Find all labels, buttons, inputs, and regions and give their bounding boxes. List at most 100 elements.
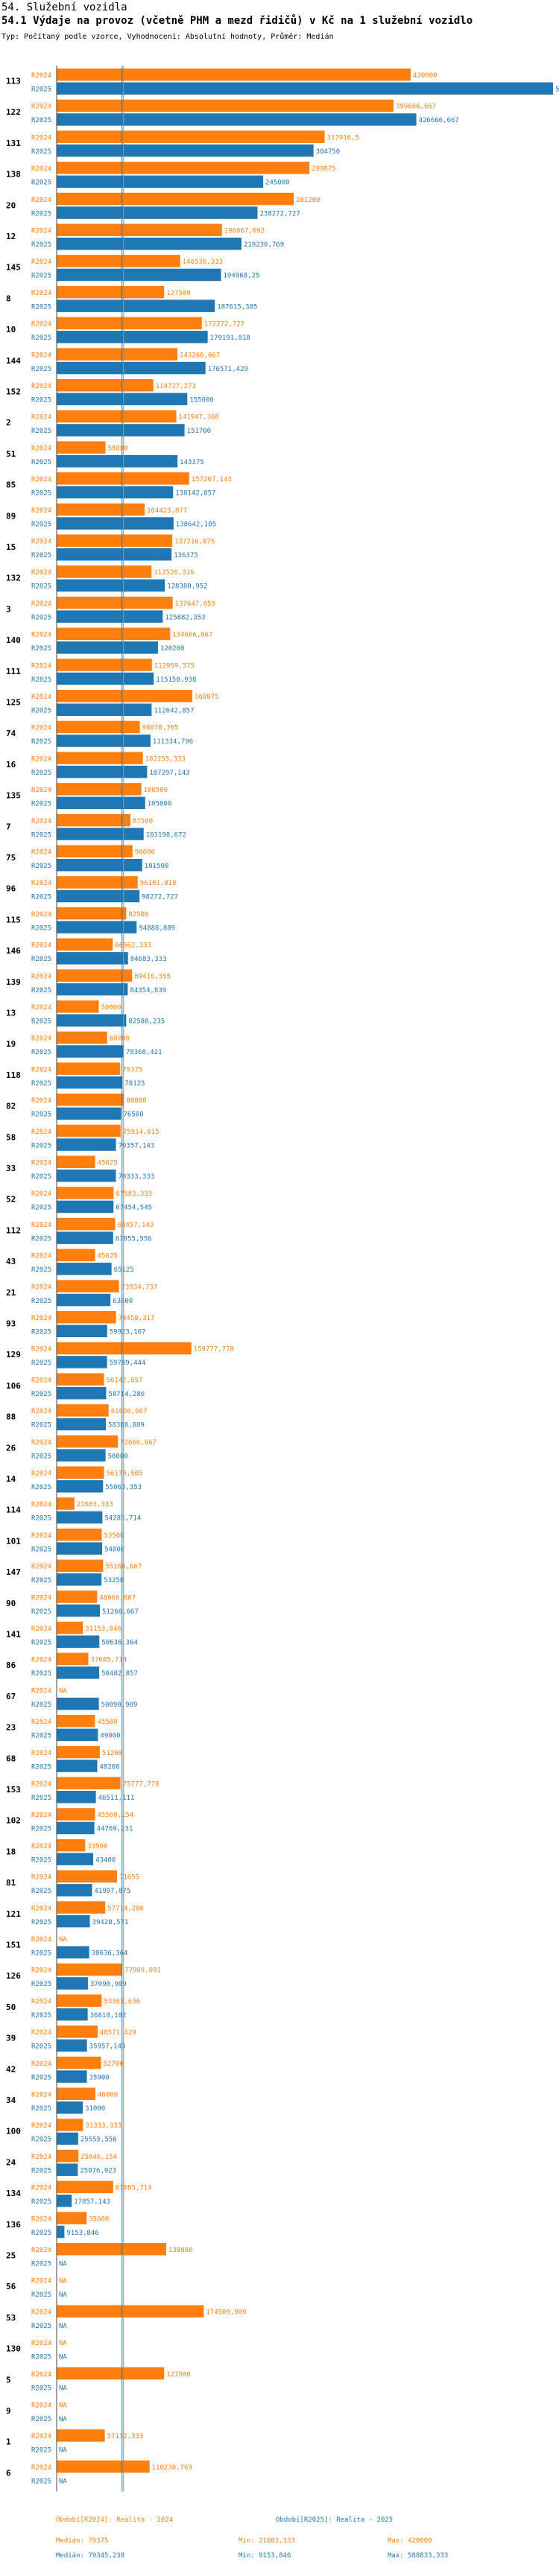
series-label: R2024 xyxy=(31,2278,51,2285)
series-label: R2025 xyxy=(31,490,51,498)
bar-r2024 xyxy=(57,2056,101,2069)
series-label: R2024 xyxy=(31,2029,51,2037)
series-label: R2024 xyxy=(31,1160,51,1167)
bar-r2025 xyxy=(57,1697,99,1710)
series-label: R2024 xyxy=(31,1377,51,1384)
row-id-label: 112 xyxy=(6,1225,21,1235)
series-label: R2024 xyxy=(31,1346,51,1354)
value-label: 37605,714 xyxy=(91,1657,127,1664)
series-label: R2024 xyxy=(31,632,51,639)
value-label: 136375 xyxy=(174,552,198,559)
bar-r2025 xyxy=(57,424,185,437)
bar-r2024 xyxy=(57,2243,167,2256)
value-label: 35600 xyxy=(89,2215,109,2223)
legend-r2024-label: Období[R2024]: Realita - 2024 xyxy=(56,2516,174,2524)
chart-subtitle: Typ: Počítaný podle vzorce, Vyhodnocení:… xyxy=(1,33,334,41)
series-label: R2025 xyxy=(31,1329,51,1336)
legend-r2025-max: Max: 588833,333 xyxy=(388,2552,449,2560)
value-label: 112959,375 xyxy=(154,662,195,670)
value-label: 80000 xyxy=(126,1097,146,1105)
series-label: R2025 xyxy=(31,1391,51,1398)
value-label: 143375 xyxy=(180,459,204,466)
series-label: R2024 xyxy=(31,1532,51,1540)
bar-r2024 xyxy=(57,1435,119,1448)
series-label: R2024 xyxy=(31,1501,51,1509)
bar-r2025 xyxy=(57,983,128,996)
bar-r2024 xyxy=(57,690,192,702)
series-label: R2025 xyxy=(31,1111,51,1119)
series-label: R2024 xyxy=(31,1843,51,1850)
value-label: 84683,333 xyxy=(130,956,167,963)
series-label: R2025 xyxy=(31,583,51,591)
value-label: 51266,667 xyxy=(102,1608,139,1616)
bar-r2025 xyxy=(57,1604,100,1617)
value-label: 120200 xyxy=(160,645,185,653)
value-label: 44769,231 xyxy=(97,1826,133,1833)
bar-r2025 xyxy=(57,579,165,592)
value-label: 155000 xyxy=(189,397,214,405)
bar-r2025 xyxy=(57,361,206,375)
row-id-label: 9 xyxy=(6,2406,11,2416)
bar-r2024 xyxy=(57,379,154,392)
value-label: 48571,429 xyxy=(100,2029,136,2037)
bar-r2024 xyxy=(57,348,178,361)
value-label: 70458,317 xyxy=(119,1315,155,1322)
series-label: R2025 xyxy=(31,334,51,342)
series-label: R2025 xyxy=(31,1795,51,1802)
bar-r2024 xyxy=(57,938,113,951)
row-id-label: 68 xyxy=(6,1754,16,1763)
series-label: R2025 xyxy=(31,2478,51,2485)
row-id-label: 5 xyxy=(6,2375,11,2385)
series-label: R2025 xyxy=(31,1670,51,1678)
series-label: R2024 xyxy=(31,414,51,422)
series-label: R2025 xyxy=(31,645,51,653)
series-label: R2024 xyxy=(31,352,51,359)
chart-title: 54.1 Výdaje na provoz (včetně PHM a mezd… xyxy=(1,15,473,27)
series-label: R2024 xyxy=(31,787,51,794)
series-label: R2025 xyxy=(31,1701,51,1709)
series-label: R2024 xyxy=(31,1035,51,1043)
bar-r2024 xyxy=(57,1870,118,1883)
value-label: 111334,796 xyxy=(153,738,193,746)
bar-r2025 xyxy=(57,765,148,778)
row-id-label: 81 xyxy=(6,1878,16,1888)
series-label: R2025 xyxy=(31,2136,51,2144)
value-label: 45500 xyxy=(97,1719,117,1726)
row-id-label: 101 xyxy=(6,1536,21,1546)
bar-r2024 xyxy=(57,99,394,112)
bar-r2024 xyxy=(57,565,152,578)
bar-r2024 xyxy=(57,1342,192,1355)
series-label: R2024 xyxy=(31,1439,51,1447)
series-label: R2025 xyxy=(31,1981,51,1988)
series-label: R2025 xyxy=(31,1888,51,1895)
bar-r2024 xyxy=(57,1124,121,1138)
row-id-label: 102 xyxy=(6,1816,21,1826)
value-label: 54000 xyxy=(104,1546,124,1553)
value-label: 84354,839 xyxy=(130,987,166,994)
bar-r2024 xyxy=(57,1652,89,1666)
series-label: R2024 xyxy=(31,818,51,825)
bar-r2025 xyxy=(57,144,314,157)
value-label: 78125 xyxy=(124,1080,145,1088)
row-id-label: 113 xyxy=(6,77,21,86)
bar-r2024 xyxy=(57,1745,100,1759)
value-label: 127500 xyxy=(166,2371,191,2379)
row-id-label: 144 xyxy=(6,356,21,366)
value-label: 66562,333 xyxy=(115,942,151,950)
bar-r2025 xyxy=(57,2008,88,2021)
series-label: R2024 xyxy=(31,1812,51,1819)
bar-r2025 xyxy=(57,610,163,623)
series-label: R2024 xyxy=(31,942,51,950)
series-label: R2025 xyxy=(31,2012,51,2020)
series-label: R2024 xyxy=(31,569,51,577)
bar-r2025 xyxy=(57,1014,127,1027)
bar-r2025 xyxy=(57,1884,92,1897)
value-label: 172272,727 xyxy=(204,321,244,329)
row-id-label: 82 xyxy=(6,1102,16,1111)
row-id-label: 56 xyxy=(6,2282,16,2291)
value-label: 67454,545 xyxy=(116,1205,152,1212)
row-id-label: 88 xyxy=(6,1412,16,1422)
series-label: R2024 xyxy=(31,1004,51,1012)
value-label: 75777,778 xyxy=(123,1781,160,1789)
row-id-label: 138 xyxy=(6,170,21,180)
